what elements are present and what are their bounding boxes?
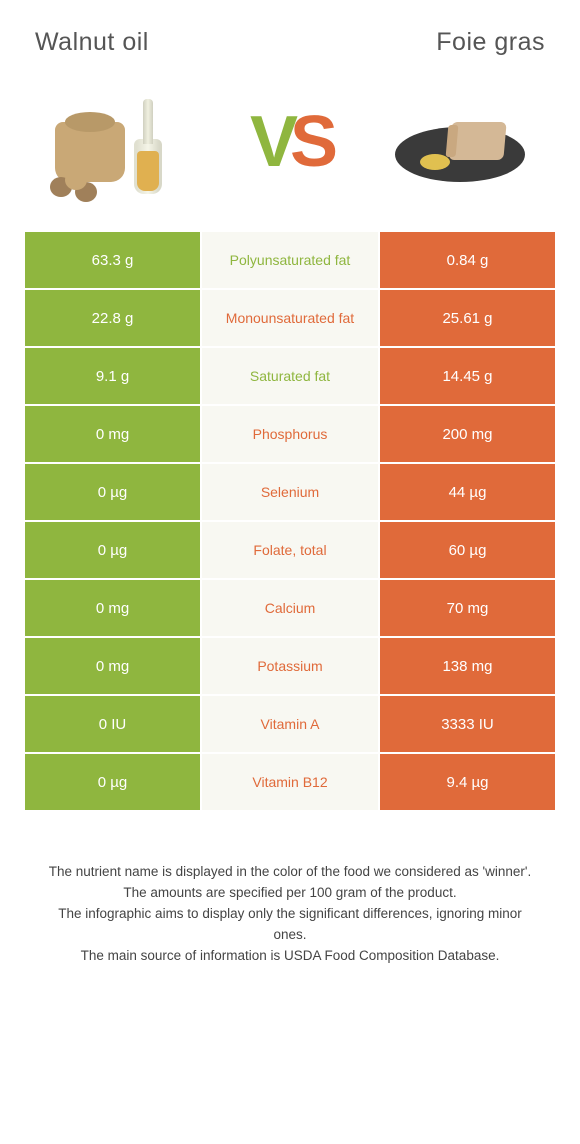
table-row: 0 mgPhosphorus200 mg: [25, 406, 555, 464]
left-value-cell: 63.3 g: [25, 232, 200, 288]
nutrient-label-cell: Phosphorus: [200, 406, 380, 462]
foie-gras-image: [390, 82, 530, 202]
left-value-cell: 0 mg: [25, 406, 200, 462]
left-food-title: Walnut oil: [35, 28, 149, 57]
left-value-cell: 0 mg: [25, 580, 200, 636]
footer-line-4: The main source of information is USDA F…: [45, 946, 535, 967]
right-value-cell: 0.84 g: [380, 232, 555, 288]
nutrient-label-cell: Selenium: [200, 464, 380, 520]
walnut-oil-image: [50, 82, 190, 202]
footer-line-2: The amounts are specified per 100 gram o…: [45, 883, 535, 904]
table-row: 0 µgFolate, total60 µg: [25, 522, 555, 580]
table-row: 22.8 gMonounsaturated fat25.61 g: [25, 290, 555, 348]
nutrient-label-cell: Vitamin B12: [200, 754, 380, 810]
table-row: 0 mgPotassium138 mg: [25, 638, 555, 696]
right-value-cell: 3333 IU: [380, 696, 555, 752]
right-value-cell: 138 mg: [380, 638, 555, 694]
nutrient-label-cell: Vitamin A: [200, 696, 380, 752]
table-row: 0 µgSelenium44 µg: [25, 464, 555, 522]
nutrient-table: 63.3 gPolyunsaturated fat0.84 g22.8 gMon…: [25, 232, 555, 812]
left-value-cell: 0 mg: [25, 638, 200, 694]
table-row: 0 IUVitamin A3333 IU: [25, 696, 555, 754]
table-row: 9.1 gSaturated fat14.45 g: [25, 348, 555, 406]
table-row: 63.3 gPolyunsaturated fat0.84 g: [25, 232, 555, 290]
nutrient-label-cell: Calcium: [200, 580, 380, 636]
left-value-cell: 0 µg: [25, 522, 200, 578]
right-value-cell: 9.4 µg: [380, 754, 555, 810]
header: Walnut oil Foie gras: [25, 20, 555, 72]
left-value-cell: 0 µg: [25, 754, 200, 810]
vs-v-letter: V: [250, 102, 290, 182]
footer-line-1: The nutrient name is displayed in the co…: [45, 862, 535, 883]
right-value-cell: 44 µg: [380, 464, 555, 520]
right-food-title: Foie gras: [436, 28, 545, 57]
left-value-cell: 0 IU: [25, 696, 200, 752]
right-value-cell: 14.45 g: [380, 348, 555, 404]
infographic-container: Walnut oil Foie gras VS 63.3 gPolyunsatu…: [0, 0, 580, 1007]
table-row: 0 µgVitamin B129.4 µg: [25, 754, 555, 812]
nutrient-label-cell: Potassium: [200, 638, 380, 694]
right-value-cell: 70 mg: [380, 580, 555, 636]
table-row: 0 mgCalcium70 mg: [25, 580, 555, 638]
vs-s-letter: S: [290, 102, 330, 182]
nutrient-label-cell: Polyunsaturated fat: [200, 232, 380, 288]
right-value-cell: 25.61 g: [380, 290, 555, 346]
nutrient-label-cell: Saturated fat: [200, 348, 380, 404]
left-value-cell: 22.8 g: [25, 290, 200, 346]
vs-label: VS: [250, 106, 330, 178]
right-value-cell: 200 mg: [380, 406, 555, 462]
nutrient-label-cell: Monounsaturated fat: [200, 290, 380, 346]
nutrient-label-cell: Folate, total: [200, 522, 380, 578]
right-value-cell: 60 µg: [380, 522, 555, 578]
left-value-cell: 0 µg: [25, 464, 200, 520]
footer-line-3: The infographic aims to display only the…: [45, 904, 535, 946]
left-value-cell: 9.1 g: [25, 348, 200, 404]
footer-notes: The nutrient name is displayed in the co…: [25, 812, 555, 987]
images-row: VS: [25, 72, 555, 232]
